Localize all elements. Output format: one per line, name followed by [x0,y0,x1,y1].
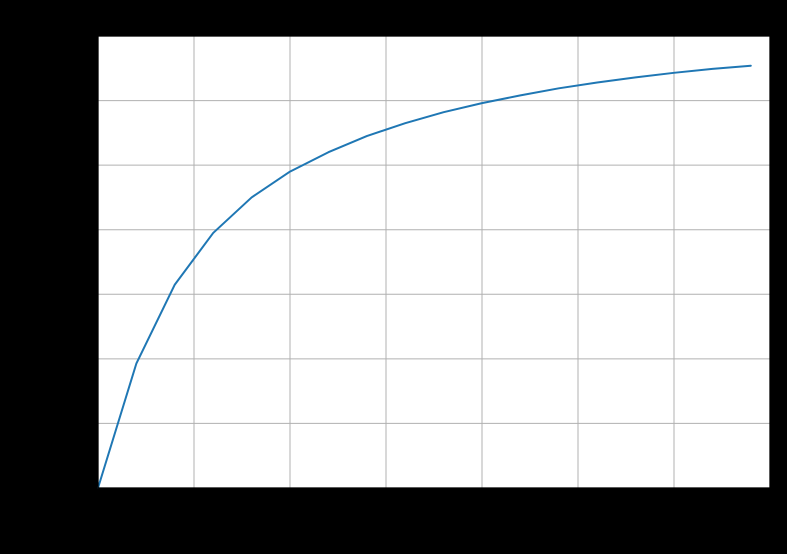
x-tick-label: 7.5 [377,496,395,511]
y-tick-label: 0 [80,479,87,494]
x-tick-label: 12.5 [565,496,590,511]
y-tick-label: 200000 [44,350,87,365]
y-tick-label: 100000 [44,415,87,430]
y-tick-label: 500000 [44,157,87,172]
line-chart: 0.0 2.5 5.0 7.5 10.0 12.5 15.0 17.5 0 100000 20000… [0,0,787,554]
x-tick-label: 0.0 [89,496,107,511]
plot-area [98,36,770,488]
x-tick-label: 10.0 [469,496,494,511]
x-tick-label: 17.5 [757,496,782,511]
x-tick-label: 5.0 [281,496,299,511]
chart-container: 0.0 2.5 5.0 7.5 10.0 12.5 15.0 17.5 0 100000 20000… [0,0,787,554]
y-tick-label: 300000 [44,286,87,301]
y-tick-label: 700000 [44,27,87,42]
x-tick-label: 15.0 [661,496,686,511]
x-tick-label: 2.5 [185,496,203,511]
y-tick-label: 400000 [44,221,87,236]
y-tick-label: 600000 [44,92,87,107]
